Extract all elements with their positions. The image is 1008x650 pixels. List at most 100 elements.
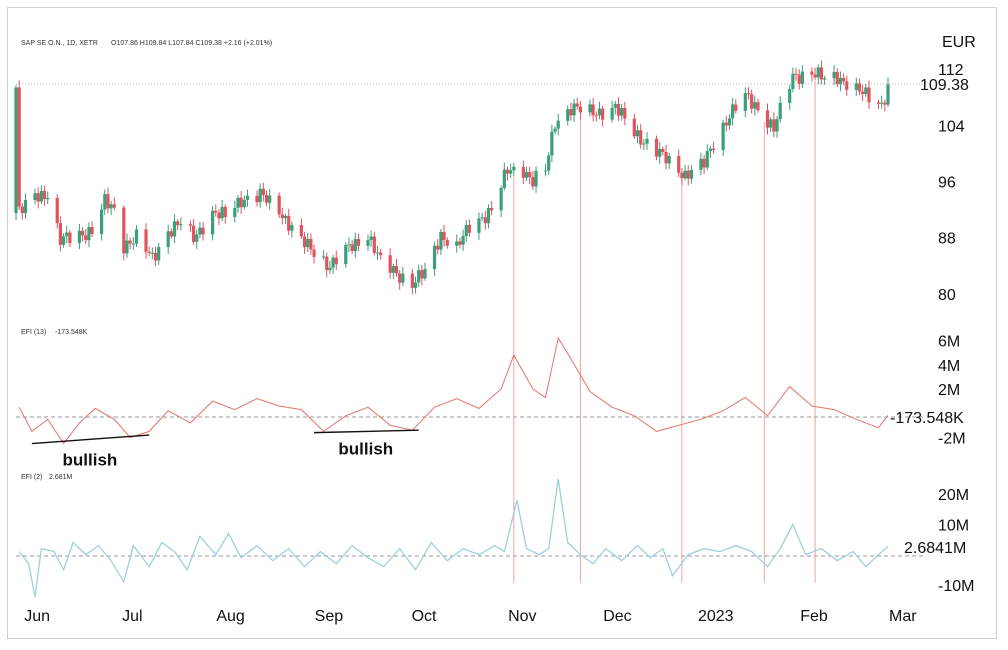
price-efi-chart: bullish bullish SAP SE O.N., 1D, XETR O10… <box>14 34 976 625</box>
candle-body <box>528 172 532 178</box>
candle-body <box>772 119 776 132</box>
candle-body <box>255 195 259 203</box>
candle-body <box>842 77 846 82</box>
candle-body <box>591 104 595 116</box>
candle-body <box>753 102 757 109</box>
candle-body <box>366 239 370 246</box>
candle-body <box>613 103 617 108</box>
candle-body <box>883 102 887 105</box>
candle-body <box>401 273 405 283</box>
candle-body <box>328 267 332 271</box>
efi13-last-value: -173.548K <box>890 410 964 427</box>
candle-body <box>483 217 487 224</box>
price-tick-label: 112 <box>938 62 964 79</box>
price-candles <box>14 60 890 295</box>
candle-body <box>17 87 21 207</box>
candle-body <box>509 170 513 174</box>
candle-body <box>686 170 690 179</box>
candle-body <box>153 252 158 261</box>
candle-body <box>302 236 307 248</box>
bullish-label: bullish <box>338 440 393 459</box>
candle-body <box>309 238 313 250</box>
candle-body <box>553 128 557 132</box>
candle-body <box>344 245 348 265</box>
last-price-label: 109.38 <box>920 77 969 94</box>
candle-body <box>77 230 82 244</box>
price-tick-label: 80 <box>938 287 956 304</box>
candle-body <box>439 231 443 250</box>
candle-body <box>521 166 525 178</box>
candle-body <box>499 187 503 211</box>
candle-body <box>534 170 538 187</box>
candle-body <box>169 231 173 237</box>
bullish-label: bullish <box>63 451 118 470</box>
candle-body <box>61 236 66 245</box>
candle-body <box>845 81 849 90</box>
candle-body <box>65 232 69 237</box>
candle-body <box>172 221 177 237</box>
candle-body <box>423 269 427 279</box>
candle-body <box>556 120 560 129</box>
efi2-legend-label: EFI (2) <box>21 474 42 481</box>
candle-body <box>321 256 326 258</box>
price-tick-label: 104 <box>938 118 965 135</box>
candle-body <box>109 204 113 209</box>
candle-body <box>699 158 703 170</box>
candle-body <box>188 224 192 226</box>
candle-body <box>667 156 671 164</box>
candle-body <box>632 118 636 137</box>
candle-body <box>861 91 865 95</box>
candle-body <box>201 227 205 235</box>
candle-body <box>55 197 59 224</box>
efi13-series-line <box>18 336 889 445</box>
efi2-tick-label: 20M <box>938 487 969 504</box>
candle-body <box>769 119 773 128</box>
candle-body <box>214 210 218 213</box>
candle-body <box>838 77 843 85</box>
candle-body <box>312 249 316 258</box>
candle-body <box>458 241 462 245</box>
candle-body <box>813 74 817 78</box>
month-tick-label: Jun <box>24 608 50 625</box>
candle-body <box>347 244 351 246</box>
candle-body <box>42 190 47 200</box>
candle-body <box>264 195 269 203</box>
efi13-legend-value: -173.548K <box>55 329 88 336</box>
price-tick-label: 88 <box>938 231 956 248</box>
price-tick-label: 96 <box>938 175 956 192</box>
efi2-last-value: 2.6841M <box>904 540 966 557</box>
candle-body <box>797 74 801 84</box>
candle-body <box>242 199 246 208</box>
candle-body <box>886 84 890 105</box>
candle-body <box>166 231 170 248</box>
candle-body <box>198 227 202 235</box>
candle-body <box>531 177 535 187</box>
candle-body <box>721 122 725 150</box>
bullish-trendline <box>314 429 419 434</box>
month-tick-label: Nov <box>508 608 536 625</box>
month-tick-label: Jul <box>122 608 142 625</box>
candle-body <box>80 230 85 236</box>
efi13-axis: 6M 4M 2M -2M <box>938 334 966 448</box>
candle-body <box>642 143 646 145</box>
candle-body <box>689 169 694 179</box>
candle-body <box>601 108 605 120</box>
candle-body <box>334 257 338 265</box>
candle-body <box>486 207 491 224</box>
candle-body <box>369 236 373 240</box>
month-tick-label: Sep <box>315 608 344 625</box>
candle-body <box>880 102 884 104</box>
candle-body <box>356 239 361 246</box>
efi2-tick-label: 10M <box>938 517 969 534</box>
candle-body <box>420 270 424 279</box>
candle-body <box>36 193 40 202</box>
candle-body <box>106 194 110 209</box>
candle-body <box>734 104 738 111</box>
month-tick-label: Aug <box>216 608 244 625</box>
candle-body <box>90 227 94 234</box>
month-tick-label: 2023 <box>698 608 734 625</box>
candle-body <box>512 166 516 171</box>
candle-body <box>731 104 735 119</box>
candle-body <box>258 188 262 203</box>
candle-body <box>39 190 43 202</box>
